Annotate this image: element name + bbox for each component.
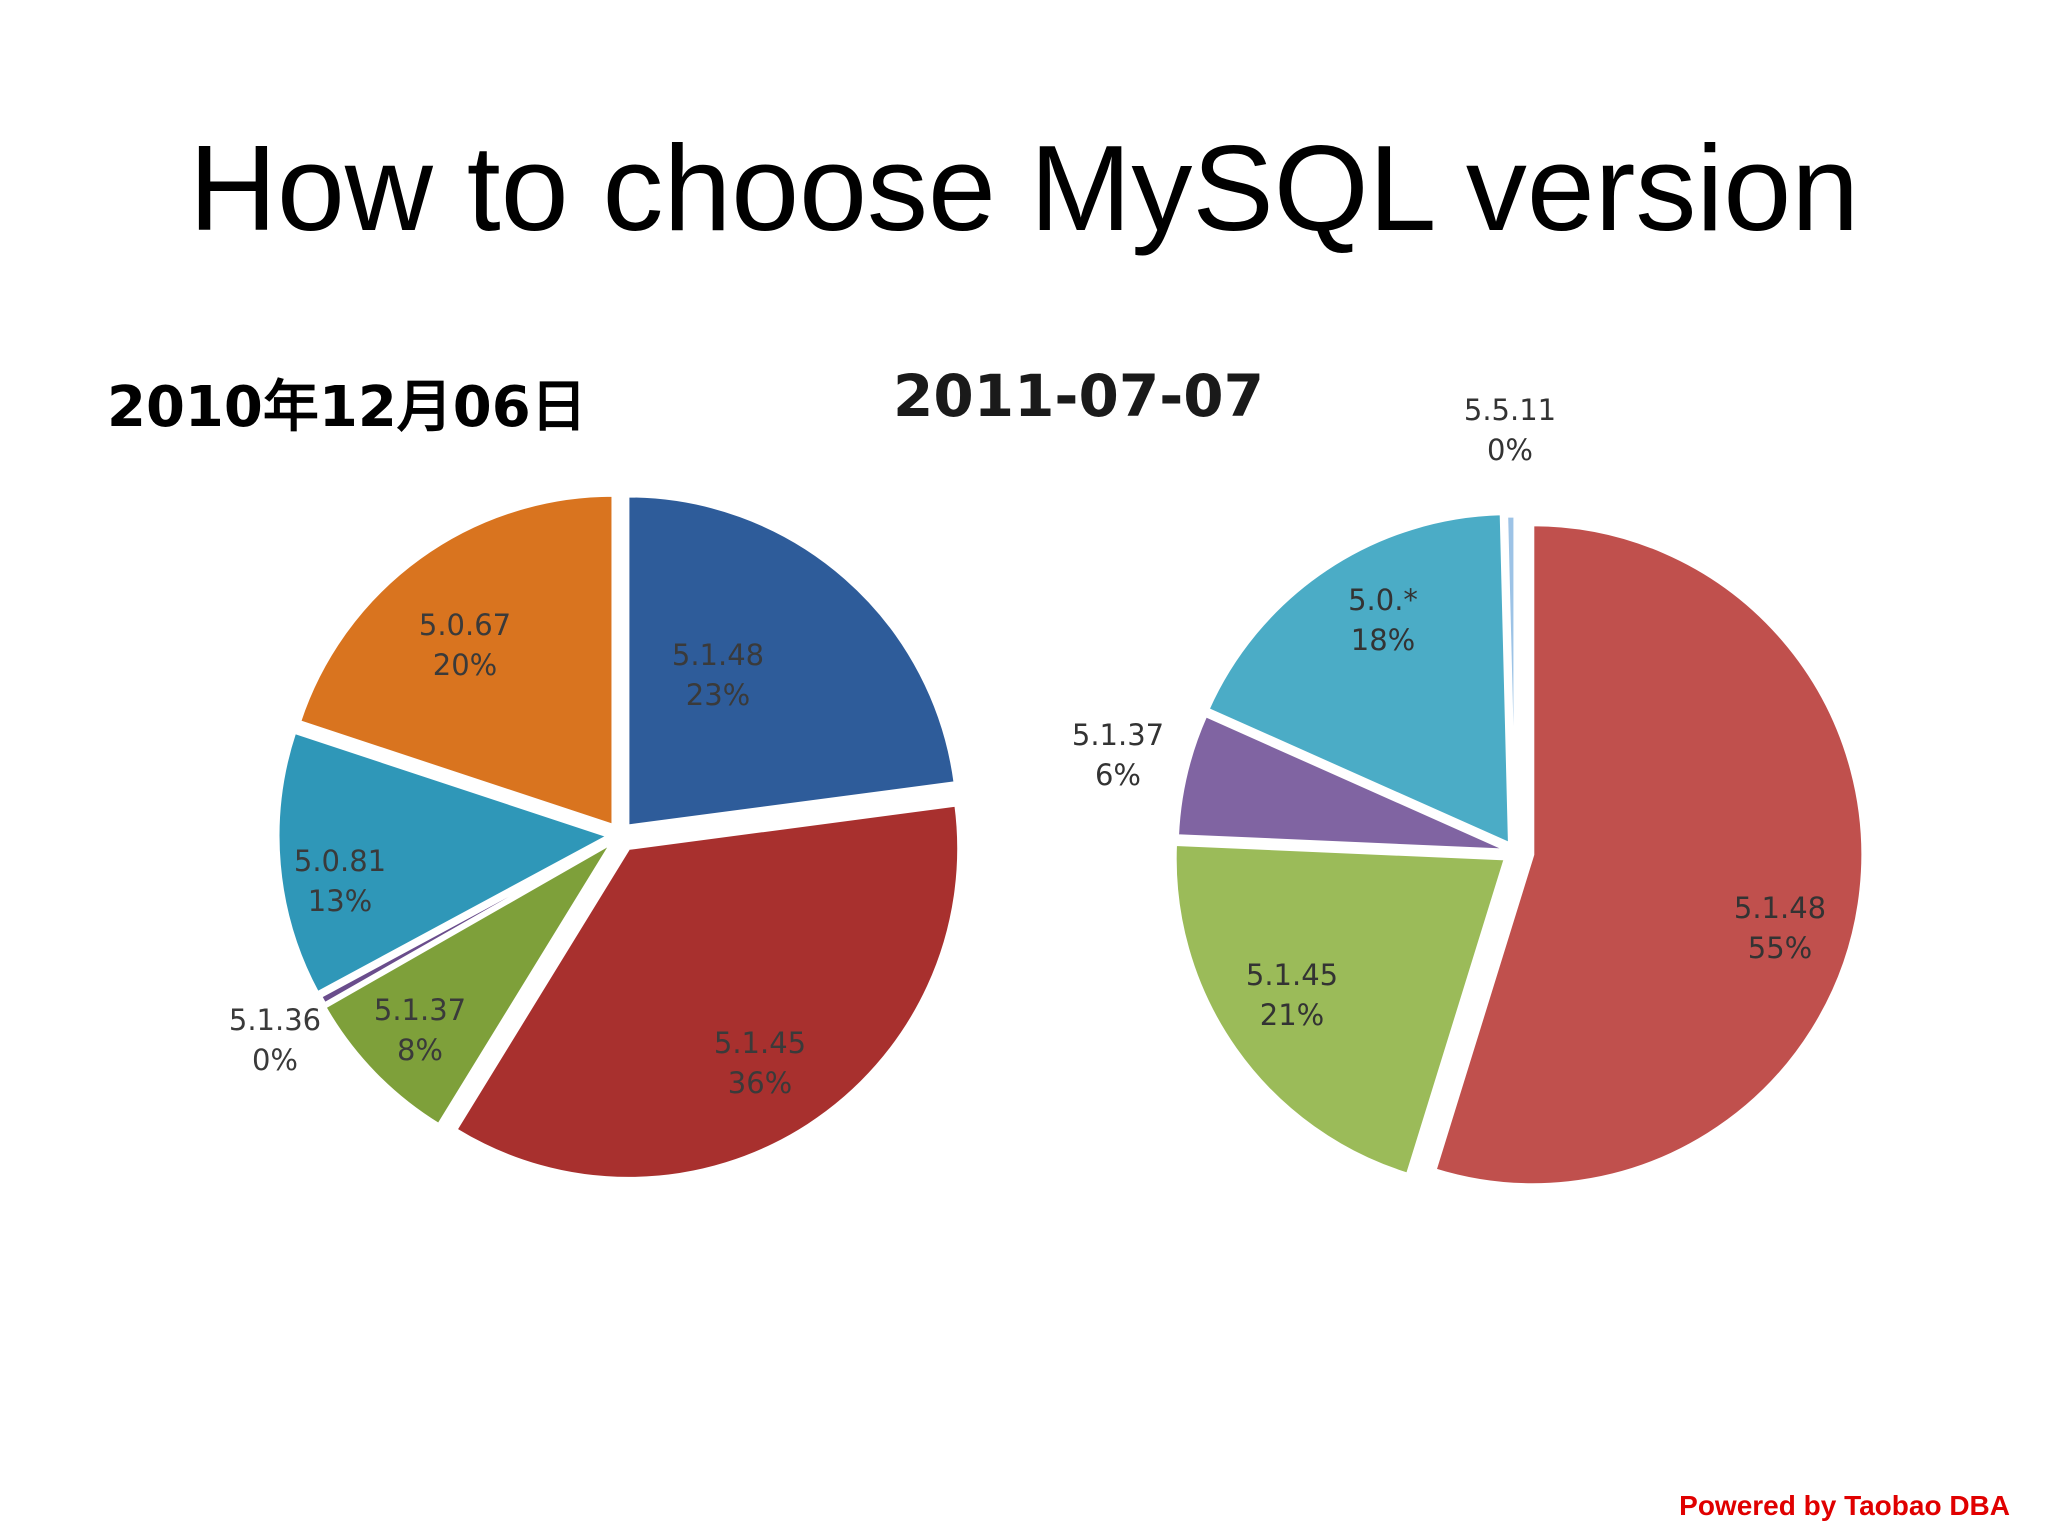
pie-slice-5-1-45	[1173, 842, 1508, 1177]
pie-slice-5-1-37	[1175, 713, 1508, 852]
pie-slice-5-1-48	[1433, 523, 1865, 1187]
left-chart-date: 2010年12月06日	[107, 375, 587, 440]
footer-credit: Powered by Taobao DBA	[1679, 1490, 2010, 1521]
slide-title: How to choose MySQL version	[188, 120, 1860, 256]
slice-label-5-1-37: 5.1.37 6%	[1072, 718, 1164, 792]
pie-slice-5-0-	[1206, 512, 1512, 847]
slice-label-5-0-: 5.0.* 18%	[1348, 583, 1418, 657]
slice-label-5-1-36: 5.1.36 0%	[229, 1003, 321, 1077]
pie-slice-5-1-36	[318, 838, 613, 1006]
pie-slice-5-1-48	[626, 494, 957, 828]
pie-slice-5-1-45	[453, 803, 961, 1180]
slice-label-5-5-11: 5.5.11 0%	[1464, 393, 1556, 467]
slice-label-5-1-48: 5.1.48 23%	[672, 638, 764, 712]
pie-slice-5-0-81	[276, 730, 612, 995]
pie-slice-5-0-67	[297, 493, 615, 828]
slice-label-5-0-81: 5.0.81 13%	[294, 844, 386, 918]
pie-slice-5-1-37	[322, 842, 613, 1127]
right-chart-date: 2011-07-07	[893, 362, 1264, 430]
slice-label-5-1-37: 5.1.37 8%	[374, 993, 466, 1067]
slice-label-5-0-67: 5.0.67 20%	[419, 608, 511, 682]
slice-label-5-1-45: 5.1.45 36%	[714, 1026, 806, 1100]
pie-slice-5-5-11	[1505, 514, 1517, 847]
pie-chart-2: 5.1.48 55% 5.1.45 21% 5.1.37 6% 5.0.* 18% 5.5.11…	[1072, 393, 1865, 1187]
slice-label-5-1-48: 5.1.48 55%	[1734, 891, 1826, 965]
slice-label-5-1-45: 5.1.45 21%	[1246, 958, 1338, 1032]
pie-chart-1: 5.1.48 23% 5.1.45 36% 5.1.37 8% 5.1.36 0% 5.0.81…	[229, 493, 961, 1180]
